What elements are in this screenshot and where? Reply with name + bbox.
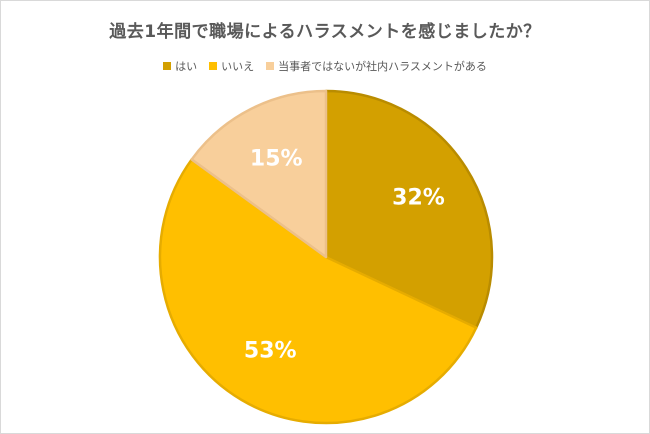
legend-swatch-bystander	[266, 62, 275, 70]
pie-labels: 32% 53% 15%	[244, 146, 445, 363]
pie-slice-yes	[324, 89, 494, 329]
legend-label-yes: はい	[175, 60, 198, 73]
chart-title: 過去1年間で職場によるハラスメントを感じましたか？	[109, 22, 541, 42]
chart-legend: はい いいえ 当事者ではないが社内ハラスメントがある	[0, 58, 650, 74]
legend-swatch-no	[209, 62, 218, 70]
data-label-no: 53%	[244, 338, 297, 363]
legend-item-bystander: 当事者ではないが社内ハラスメントがある	[266, 58, 487, 74]
legend-label-bystander: 当事者ではないが社内ハラスメントがある	[278, 60, 487, 73]
pie-slice-no	[158, 158, 478, 425]
legend-item-no: いいえ	[209, 58, 254, 74]
data-label-yes: 32%	[392, 185, 445, 210]
pie-slices	[158, 89, 494, 425]
legend-swatch-yes	[163, 62, 172, 70]
legend-label-no: いいえ	[221, 60, 255, 73]
data-label-bystander: 15%	[250, 146, 303, 171]
pie-slice-bystander	[190, 89, 328, 259]
legend-item-yes: はい	[163, 58, 197, 74]
